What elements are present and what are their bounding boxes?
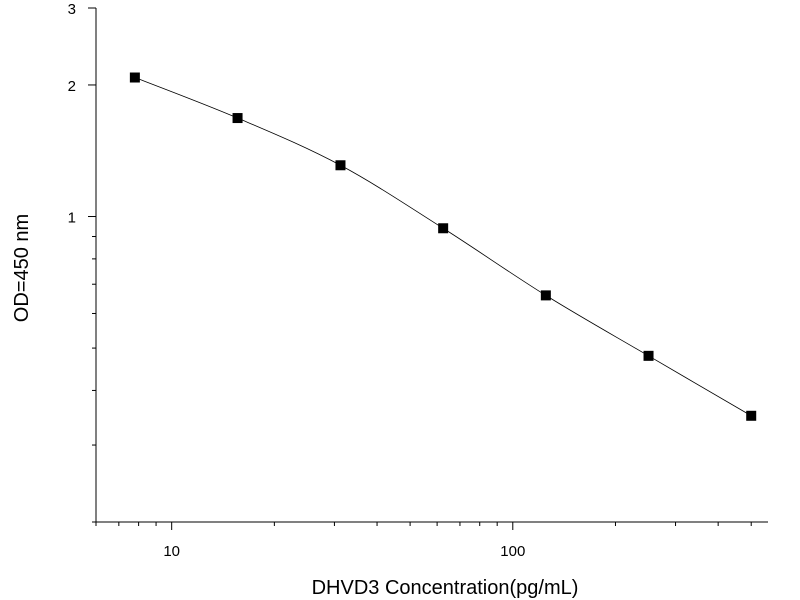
x-tick-label: 100 xyxy=(500,543,525,560)
data-point-marker xyxy=(438,223,449,234)
data-point-marker xyxy=(335,160,346,171)
y-tick-label: 2 xyxy=(68,78,76,95)
x-tick-label: 10 xyxy=(163,543,180,560)
plot-area: 10 100 1 2 3 xyxy=(68,1,768,560)
data-point-marker xyxy=(643,350,654,361)
y-tick-label: 3 xyxy=(68,1,76,18)
x-axis-title: DHVD3 Concentration(pg/mL) xyxy=(312,577,579,599)
data-point-marker xyxy=(540,290,551,301)
x-axis-ticks: 10 100 xyxy=(95,522,752,560)
y-axis-ticks: 1 2 3 xyxy=(68,1,96,523)
data-point-marker xyxy=(746,410,757,421)
data-point-marker xyxy=(232,113,243,124)
y-tick-label: 1 xyxy=(68,210,76,227)
series-line xyxy=(134,77,752,417)
data-point-marker xyxy=(129,72,140,83)
y-axis-title: OD=450 nm xyxy=(11,214,33,322)
series-layer xyxy=(129,72,757,421)
